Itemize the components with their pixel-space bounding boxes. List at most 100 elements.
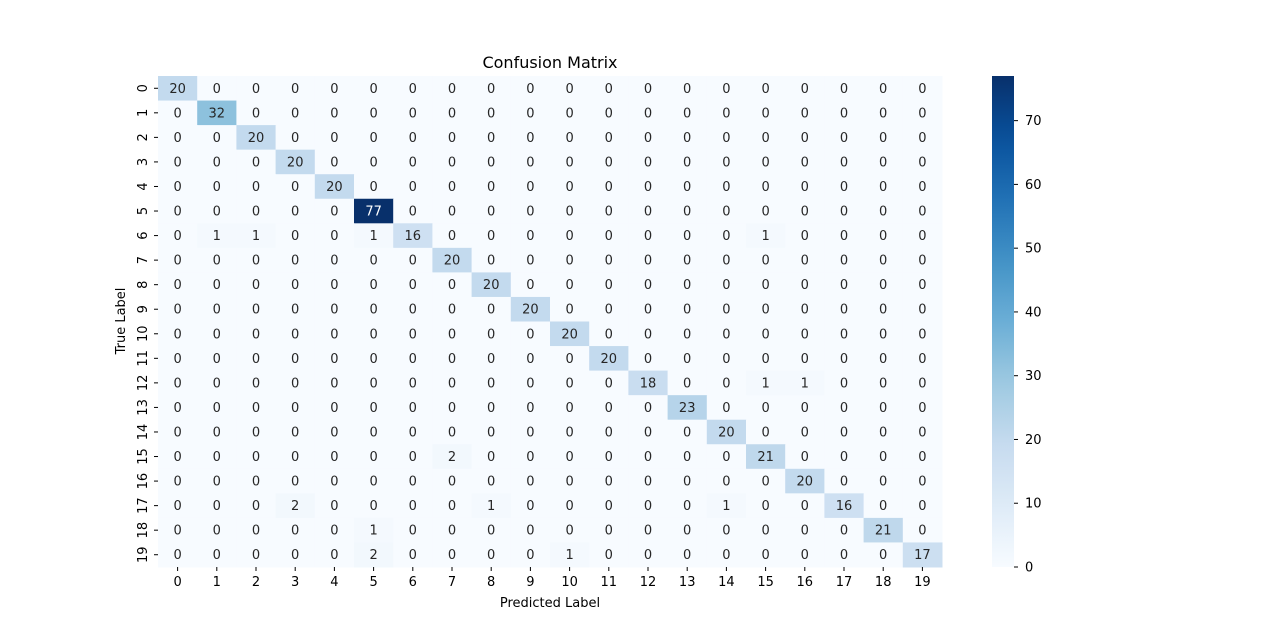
cell-10-15 — [746, 321, 786, 347]
cell-label-5-13: 0 — [683, 205, 691, 220]
cell-0-6 — [393, 76, 433, 102]
cell-10-7 — [432, 321, 473, 347]
cell-label-0-1: 0 — [213, 82, 221, 97]
cell-13-5 — [354, 395, 394, 421]
cell-label-14-5: 0 — [369, 425, 377, 440]
cell-9-1 — [197, 296, 237, 322]
cell-2-11 — [589, 125, 629, 151]
cell-4-5 — [354, 174, 394, 200]
cell-label-15-16: 0 — [801, 450, 809, 465]
colorbar-tick-label-40: 40 — [1025, 305, 1042, 320]
cell-label-17-4: 0 — [330, 499, 338, 514]
cell-1-13 — [667, 100, 708, 126]
cell-11-12 — [628, 346, 669, 372]
y-tick-label-7: 7 — [136, 256, 151, 264]
cell-label-11-3: 0 — [291, 352, 299, 367]
cell-label-10-1: 0 — [213, 327, 221, 342]
cell-11-16 — [785, 346, 825, 372]
cell-label-3-5: 0 — [369, 155, 377, 170]
cell-label-4-7: 0 — [448, 180, 456, 195]
cell-3-11 — [589, 149, 629, 175]
cell-2-10 — [550, 125, 590, 151]
cell-label-6-18: 0 — [879, 229, 887, 244]
cell-3-13 — [667, 149, 708, 175]
x-tick-label-0: 0 — [173, 575, 181, 590]
cell-label-6-13: 0 — [683, 229, 691, 244]
cell-7-14 — [706, 247, 747, 273]
cell-2-13 — [667, 125, 708, 151]
cell-label-1-4: 0 — [330, 106, 338, 121]
cell-18-18 — [863, 517, 904, 543]
cell-label-9-4: 0 — [330, 303, 338, 318]
cell-8-8 — [471, 272, 512, 298]
colorbar-tick-label-50: 50 — [1025, 242, 1042, 257]
cell-4-19 — [902, 174, 943, 200]
cell-label-10-7: 0 — [448, 327, 456, 342]
cell-13-17 — [824, 395, 865, 421]
cell-label-13-17: 0 — [840, 401, 848, 416]
cell-6-14 — [706, 223, 747, 249]
cell-0-8 — [471, 76, 512, 102]
cell-17-19 — [902, 493, 943, 519]
cell-17-4 — [314, 493, 355, 519]
cell-label-16-9: 0 — [526, 475, 534, 490]
cell-label-11-19: 0 — [918, 352, 926, 367]
cell-19-15 — [746, 542, 786, 568]
cell-6-7 — [432, 223, 473, 249]
cell-13-18 — [863, 395, 904, 421]
cell-label-3-8: 0 — [487, 155, 495, 170]
cell-label-3-16: 0 — [801, 155, 809, 170]
cell-5-3 — [275, 198, 316, 224]
cell-label-7-15: 0 — [761, 254, 769, 269]
x-tick-label-10: 10 — [561, 575, 578, 590]
cell-label-7-10: 0 — [565, 254, 573, 269]
cell-label-14-0: 0 — [173, 425, 181, 440]
cell-1-7 — [432, 100, 473, 126]
cell-label-17-5: 0 — [369, 499, 377, 514]
cell-label-10-4: 0 — [330, 327, 338, 342]
cell-label-5-18: 0 — [879, 205, 887, 220]
cell-label-15-9: 0 — [526, 450, 534, 465]
cell-8-3 — [275, 272, 316, 298]
x-tick-label-17: 17 — [836, 575, 853, 590]
cell-10-12 — [628, 321, 669, 347]
cell-1-17 — [824, 100, 865, 126]
cell-label-1-14: 0 — [722, 106, 730, 121]
cell-label-3-12: 0 — [644, 155, 652, 170]
cell-19-18 — [863, 542, 904, 568]
cell-14-12 — [628, 419, 669, 445]
cell-label-9-15: 0 — [761, 303, 769, 318]
cell-18-16 — [785, 517, 825, 543]
cell-11-0 — [158, 346, 198, 372]
cell-label-0-17: 0 — [840, 82, 848, 97]
cell-12-9 — [510, 370, 551, 396]
cell-19-12 — [628, 542, 669, 568]
cell-label-5-12: 0 — [644, 205, 652, 220]
cell-19-0 — [158, 542, 198, 568]
cell-19-4 — [314, 542, 355, 568]
cell-7-3 — [275, 247, 316, 273]
cell-2-14 — [706, 125, 747, 151]
cell-3-12 — [628, 149, 669, 175]
cell-label-11-12: 0 — [644, 352, 652, 367]
cell-label-2-17: 0 — [840, 131, 848, 146]
cell-15-12 — [628, 444, 669, 470]
cell-16-16 — [785, 468, 825, 494]
cell-label-0-3: 0 — [291, 82, 299, 97]
cell-12-0 — [158, 370, 198, 396]
cell-19-13 — [667, 542, 708, 568]
cell-label-1-16: 0 — [801, 106, 809, 121]
cell-label-5-9: 0 — [526, 205, 534, 220]
cell-1-12 — [628, 100, 669, 126]
cell-label-7-18: 0 — [879, 254, 887, 269]
cell-10-17 — [824, 321, 865, 347]
cell-17-17 — [824, 493, 865, 519]
cell-label-17-2: 0 — [252, 499, 260, 514]
cell-19-2 — [236, 542, 277, 568]
cell-18-5 — [354, 517, 394, 543]
cell-label-1-5: 0 — [369, 106, 377, 121]
cell-label-4-19: 0 — [918, 180, 926, 195]
cell-label-19-16: 0 — [801, 548, 809, 563]
cell-label-11-16: 0 — [801, 352, 809, 367]
cell-3-4 — [314, 149, 355, 175]
